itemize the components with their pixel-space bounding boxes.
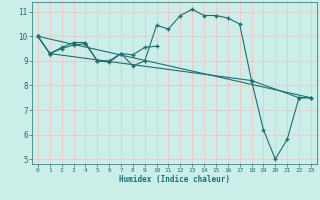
X-axis label: Humidex (Indice chaleur): Humidex (Indice chaleur) — [119, 175, 230, 184]
